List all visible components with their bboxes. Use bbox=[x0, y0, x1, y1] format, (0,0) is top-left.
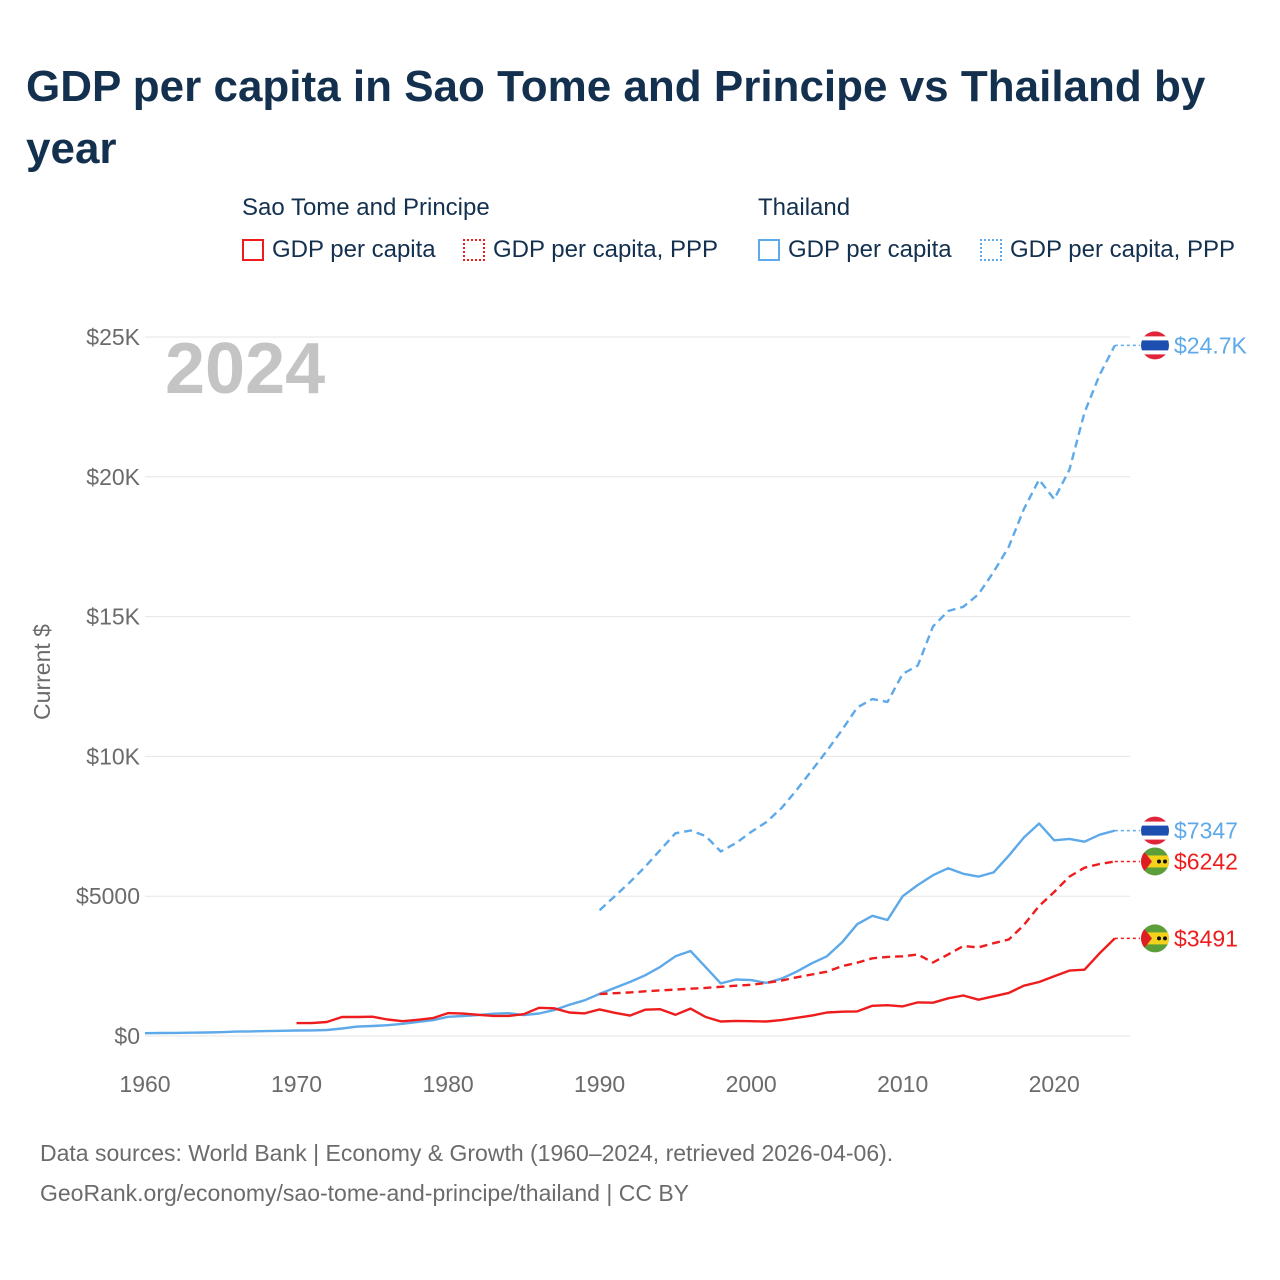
flag-red-top bbox=[1141, 816, 1169, 822]
sao-tome-flag-icon bbox=[1141, 847, 1169, 876]
legend-label: GDP per capita bbox=[788, 236, 952, 263]
legend-group-sao-tome: Sao Tome and Principe bbox=[242, 194, 490, 221]
x-tick-label: 1990 bbox=[574, 1071, 625, 1097]
flag-star bbox=[1157, 859, 1161, 864]
y-tick-label: $15K bbox=[86, 604, 140, 630]
y-tick-label: $10K bbox=[86, 743, 140, 769]
thailand-flag-icon bbox=[1141, 816, 1169, 845]
flag-red-bottom bbox=[1141, 839, 1169, 845]
thailand-flag-icon bbox=[1141, 331, 1169, 360]
legend-item-sao-tome-gdp[interactable]: GDP per capita bbox=[242, 234, 436, 266]
flag-star bbox=[1163, 936, 1167, 941]
x-tick-label: 1980 bbox=[422, 1071, 473, 1097]
footer-credit: GeoRank.org/economy/sao-tome-and-princip… bbox=[40, 1180, 690, 1206]
flag-star bbox=[1163, 859, 1167, 864]
series-end-label: $7347 bbox=[1174, 818, 1238, 844]
footer-source: Data sources: World Bank | Economy & Gro… bbox=[40, 1140, 894, 1166]
x-tick-label: 1960 bbox=[119, 1071, 170, 1097]
legend-swatch-dotted-red bbox=[463, 239, 485, 261]
legend-swatch-solid-red bbox=[242, 239, 264, 261]
grid bbox=[145, 336, 1130, 1037]
flag-red-top bbox=[1141, 331, 1169, 337]
sao-tome-flag-icon bbox=[1141, 924, 1169, 953]
legend-swatch-dotted-blue bbox=[980, 239, 1002, 261]
y-tick-label: $0 bbox=[114, 1023, 140, 1049]
series bbox=[144, 344, 1140, 1035]
axes: $0 $5000 $10K $15K $20K $25K 1960 1970 1980 1990 2… bbox=[76, 324, 1080, 1097]
series-end-label: $3491 bbox=[1174, 925, 1238, 951]
flag-blue-band bbox=[1141, 340, 1169, 351]
y-tick-label: $5000 bbox=[76, 883, 140, 909]
legend-group-thailand: Thailand bbox=[758, 194, 851, 221]
series-line bbox=[599, 860, 1115, 996]
legend-item-sao-tome-gdp-ppp[interactable]: GDP per capita, PPP bbox=[463, 234, 718, 266]
series-end-label: $24.7K bbox=[1174, 332, 1248, 358]
x-tick-label: 2000 bbox=[726, 1071, 777, 1097]
series-end-markers: $24.7K $7347 $6242 $3491 bbox=[1141, 331, 1248, 953]
series-line bbox=[598, 344, 1116, 912]
legend-item-thailand-gdp-ppp[interactable]: GDP per capita, PPP bbox=[980, 234, 1235, 266]
chart-title: GDP per capita in Sao Tome and Principe … bbox=[26, 62, 1206, 173]
y-axis-label: Current $ bbox=[29, 624, 55, 720]
legend-swatch-solid-blue bbox=[758, 239, 780, 261]
series-line bbox=[296, 937, 1116, 1025]
legend-label: GDP per capita bbox=[272, 236, 436, 263]
flag-star bbox=[1157, 936, 1161, 941]
x-tick-label: 2020 bbox=[1029, 1071, 1080, 1097]
flag-blue-band bbox=[1141, 825, 1169, 836]
series-end-label: $6242 bbox=[1174, 848, 1238, 874]
y-tick-label: $20K bbox=[86, 464, 140, 490]
x-tick-label: 2010 bbox=[877, 1071, 928, 1097]
year-watermark: 2024 bbox=[165, 329, 325, 409]
flag-red-bottom bbox=[1141, 354, 1169, 360]
x-tick-label: 1970 bbox=[271, 1071, 322, 1097]
legend-label: GDP per capita, PPP bbox=[1010, 236, 1235, 263]
series-line bbox=[144, 822, 1116, 1035]
legend-label: GDP per capita, PPP bbox=[493, 236, 718, 263]
y-tick-label: $25K bbox=[86, 324, 140, 350]
legend-item-thailand-gdp[interactable]: GDP per capita bbox=[758, 234, 952, 266]
